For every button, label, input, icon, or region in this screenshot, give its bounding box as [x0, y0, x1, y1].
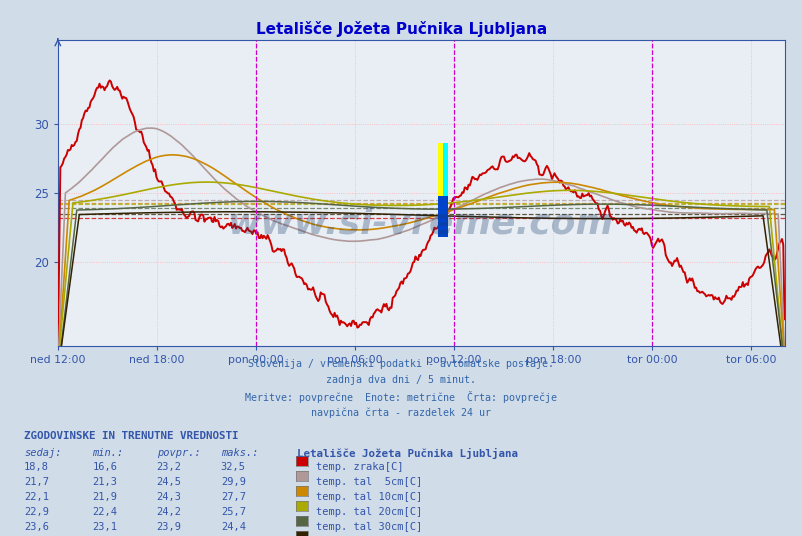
Text: min.:: min.:: [92, 448, 124, 458]
Text: temp. tal 30cm[C]: temp. tal 30cm[C]: [316, 522, 422, 532]
Text: 22,1: 22,1: [24, 492, 49, 502]
Text: 22,4: 22,4: [92, 507, 117, 517]
Text: temp. tal 20cm[C]: temp. tal 20cm[C]: [316, 507, 422, 517]
Text: 32,5: 32,5: [221, 462, 245, 472]
Text: 23,1: 23,1: [92, 522, 117, 532]
Text: maks.:: maks.:: [221, 448, 258, 458]
Bar: [437, 143, 442, 196]
Text: zadnja dva dni / 5 minut.: zadnja dva dni / 5 minut.: [326, 375, 476, 385]
Text: 24,4: 24,4: [221, 522, 245, 532]
Text: 29,9: 29,9: [221, 477, 245, 487]
Text: sedaj:: sedaj:: [24, 448, 62, 458]
Text: temp. tal 10cm[C]: temp. tal 10cm[C]: [316, 492, 422, 502]
Text: Meritve: povprečne  Enote: metrične  Črta: povprečje: Meritve: povprečne Enote: metrične Črta:…: [245, 391, 557, 403]
Text: 24,3: 24,3: [156, 492, 181, 502]
Text: 23,6: 23,6: [24, 522, 49, 532]
Text: 21,3: 21,3: [92, 477, 117, 487]
Text: temp. tal  5cm[C]: temp. tal 5cm[C]: [316, 477, 422, 487]
Text: 16,6: 16,6: [92, 462, 117, 472]
Text: temp. zraka[C]: temp. zraka[C]: [316, 462, 403, 472]
Text: 24,5: 24,5: [156, 477, 181, 487]
Bar: [437, 196, 447, 237]
Text: Letališče Jožeta Pučnika Ljubljana: Letališče Jožeta Pučnika Ljubljana: [297, 448, 517, 459]
Bar: [442, 143, 447, 196]
Text: ZGODOVINSKE IN TRENUTNE VREDNOSTI: ZGODOVINSKE IN TRENUTNE VREDNOSTI: [24, 431, 238, 442]
Text: Slovenija / vremenski podatki - avtomatske postaje.: Slovenija / vremenski podatki - avtomats…: [248, 359, 554, 369]
Text: Letališče Jožeta Pučnika Ljubljana: Letališče Jožeta Pučnika Ljubljana: [256, 21, 546, 38]
Text: 27,7: 27,7: [221, 492, 245, 502]
Text: 25,7: 25,7: [221, 507, 245, 517]
Text: povpr.:: povpr.:: [156, 448, 200, 458]
Text: 24,2: 24,2: [156, 507, 181, 517]
Text: 23,2: 23,2: [156, 462, 181, 472]
Text: www.si-vreme.com: www.si-vreme.com: [228, 206, 614, 241]
Text: 21,7: 21,7: [24, 477, 49, 487]
Text: 23,9: 23,9: [156, 522, 181, 532]
Text: navpična črta - razdelek 24 ur: navpična črta - razdelek 24 ur: [311, 407, 491, 418]
Text: 21,9: 21,9: [92, 492, 117, 502]
Text: 18,8: 18,8: [24, 462, 49, 472]
Text: 22,9: 22,9: [24, 507, 49, 517]
